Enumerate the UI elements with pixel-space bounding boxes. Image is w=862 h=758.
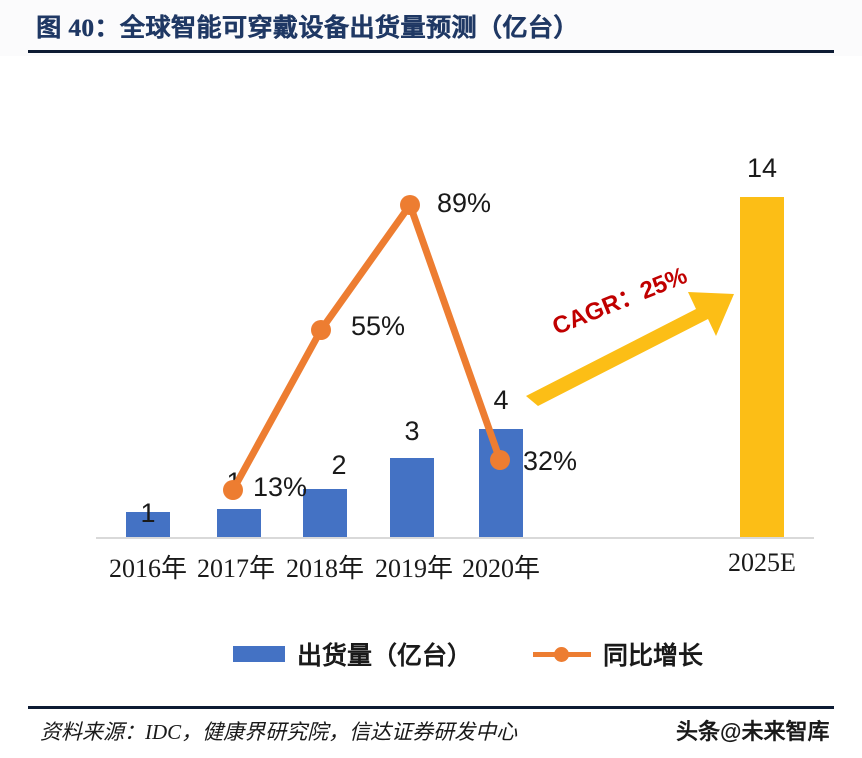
page-title: 图 40：全球智能可穿戴设备出货量预测（亿台） (36, 15, 579, 42)
bar-value-label: 1 (140, 498, 156, 528)
title-band: 图 40：全球智能可穿戴设备出货量预测（亿台） (0, 0, 862, 56)
growth-value-label: 13% (253, 472, 308, 502)
legend-item-shipments: 出货量（亿台） (233, 636, 472, 672)
chart-plot-area: 1 1 2 3 4 14 2016年 2017年 2018年 2019年 2020年 2025E 1… (0, 56, 862, 616)
growth-value-label: 89% (437, 188, 492, 218)
legend-item-growth: 同比增长 (533, 636, 703, 672)
x-tick-2016年: 2016年 (108, 554, 187, 583)
x-tick-2017年: 2017年 (196, 554, 275, 583)
bar-2019年 (390, 458, 434, 537)
bar-2017年 (217, 509, 261, 537)
legend-label-growth: 同比增长 (603, 643, 704, 670)
bar-2016年 (126, 512, 170, 537)
legend-label-shipments: 出货量（亿台） (297, 643, 473, 670)
bar-2018年 (303, 489, 347, 537)
bar-value-label: 14 (746, 153, 778, 183)
growth-marker (400, 195, 420, 215)
bar-value-label: 3 (404, 416, 420, 446)
cagr-arrow-icon (526, 292, 734, 406)
bar-2025E (740, 197, 784, 537)
growth-marker (311, 320, 331, 340)
x-tick-2020年: 2020年 (461, 554, 540, 583)
x-tick-2025E: 2025E (728, 548, 796, 577)
cagr-arrow-shape (526, 292, 734, 406)
growth-line-path (229, 201, 504, 494)
x-tick-2019年: 2019年 (374, 554, 453, 583)
source-note: 资料来源：IDC，健康界研究院，信达证券研发中心 (40, 720, 518, 744)
chart-legend: 出货量（亿台） 同比增长 (0, 636, 862, 682)
footer-divider (28, 706, 834, 709)
growth-value-label: 55% (351, 311, 406, 341)
bar-value-label: 2 (331, 450, 347, 480)
bar-2020年 (479, 429, 523, 537)
legend-line-marker-icon (533, 646, 591, 662)
x-axis-line (96, 537, 814, 539)
title-divider (28, 50, 834, 53)
x-tick-2018年: 2018年 (285, 554, 364, 583)
growth-value-label: 32% (523, 446, 578, 476)
legend-swatch-bar-icon (233, 646, 285, 662)
watermark-label: 头条@未来智库 (676, 719, 830, 744)
